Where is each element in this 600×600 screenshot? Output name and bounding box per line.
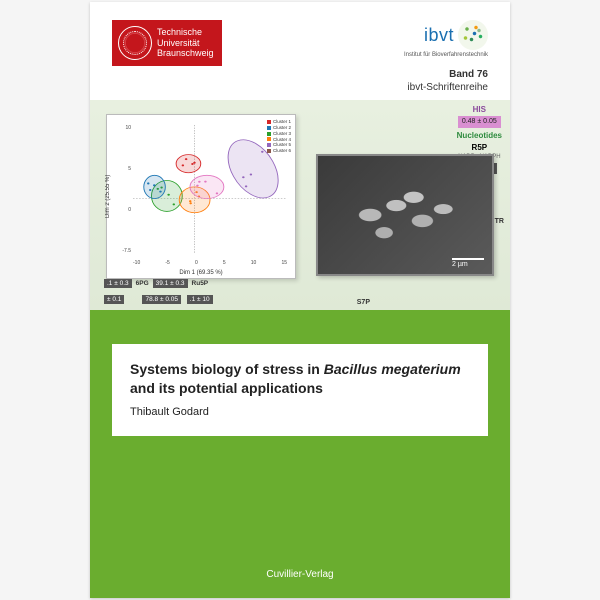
title-italic: Bacillus megaterium — [324, 361, 461, 377]
title-card: Systems biology of stress in Bacillus me… — [112, 344, 488, 436]
university-badge: Technische Universität Braunschweig — [112, 20, 222, 66]
flux-value: .1 ± 10 — [187, 295, 213, 304]
sem-image-icon — [318, 156, 492, 274]
flux-value: .1 ± 0.3 — [104, 279, 132, 288]
ibvt-subtitle: Institut für Bioverfahrenstechnik — [404, 52, 488, 58]
chart-yticks: 10 5 0 -7.5 — [113, 125, 131, 254]
flux-bottom-row: ± 0.1 78.8 ± 0.05 .1 ± 10 — [104, 295, 213, 304]
author: Thibault Godard — [130, 406, 470, 418]
s7p-label: S7P — [357, 299, 370, 306]
sem-scale-label: 2 µm — [452, 261, 468, 268]
xtick: -10 — [133, 260, 140, 266]
volume-info: Band 76 ibvt-Schriftenreihe — [404, 68, 488, 94]
6pg-label: 6PG — [136, 280, 149, 287]
nucleotides-label: Nucleotides — [457, 130, 502, 141]
chart-legend: Cluster 1Cluster 2Cluster 3Cluster 4Clus… — [267, 119, 291, 154]
ytick: 10 — [113, 125, 131, 131]
book-title: Systems biology of stress in Bacillus me… — [130, 360, 470, 398]
header: Technische Universität Braunschweig ibvt… — [90, 2, 510, 102]
publisher: Cuvillier-Verlag — [90, 569, 510, 580]
sem-micrograph: 2 µm — [316, 154, 494, 276]
volume-line: Band 76 — [404, 68, 488, 81]
figure-zone: HIS 0.48 ± 0.05 Nucleotides R5P NADP⁺ NA… — [90, 100, 510, 310]
ytick: 0 — [113, 207, 131, 213]
university-seal-icon — [118, 26, 152, 60]
flux-value: 78.8 ± 0.05 — [142, 295, 180, 304]
university-name: Technische Universität Braunschweig — [157, 27, 214, 59]
ytick: 5 — [113, 166, 131, 172]
sem-scale-bar: 2 µm — [452, 258, 484, 268]
ibvt-logo-text: ibvt — [424, 25, 454, 46]
xtick: 15 — [281, 260, 287, 266]
series-line: ibvt-Schriftenreihe — [404, 81, 488, 94]
r5p-label: R5P — [457, 142, 502, 153]
xtick: 5 — [223, 260, 226, 266]
title-part: and its potential applications — [130, 380, 323, 396]
title-part: Systems biology of stress in — [130, 361, 324, 377]
book-cover: Technische Universität Braunschweig ibvt… — [90, 2, 510, 598]
xtick: 10 — [251, 260, 257, 266]
ytick: -7.5 — [113, 248, 131, 254]
green-band: Systems biology of stress in Bacillus me… — [90, 310, 510, 598]
chart-xlabel: Dim 1 (69.35 %) — [107, 270, 295, 276]
tr-label: TR — [495, 218, 504, 225]
ibvt-dots-icon — [458, 20, 488, 50]
his-value: 0.48 ± 0.05 — [458, 116, 501, 128]
chart-ylabel: Dim 2 (25.55 %) — [105, 115, 113, 278]
flux-middle-row: .1 ± 0.3 6PG 39.1 ± 0.3 Ru5P — [90, 279, 510, 288]
xtick: 0 — [195, 260, 198, 266]
xtick: -5 — [165, 260, 169, 266]
chart-plot-area — [133, 125, 287, 254]
his-label: HIS — [457, 104, 502, 115]
chart-xticks: -10 -5 0 5 10 15 — [133, 260, 287, 266]
ru5p-label: Ru5P — [192, 280, 209, 287]
ibvt-logo: ibvt — [404, 20, 488, 50]
ibvt-block: ibvt Institut für Bioverfahrenstechnik B… — [404, 20, 488, 94]
flux-value: ± 0.1 — [104, 295, 124, 304]
flux-value: 39.1 ± 0.3 — [153, 279, 188, 288]
pca-chart: Dim 2 (25.55 %) 10 5 0 -7.5 -10 -5 0 5 1… — [106, 114, 296, 279]
